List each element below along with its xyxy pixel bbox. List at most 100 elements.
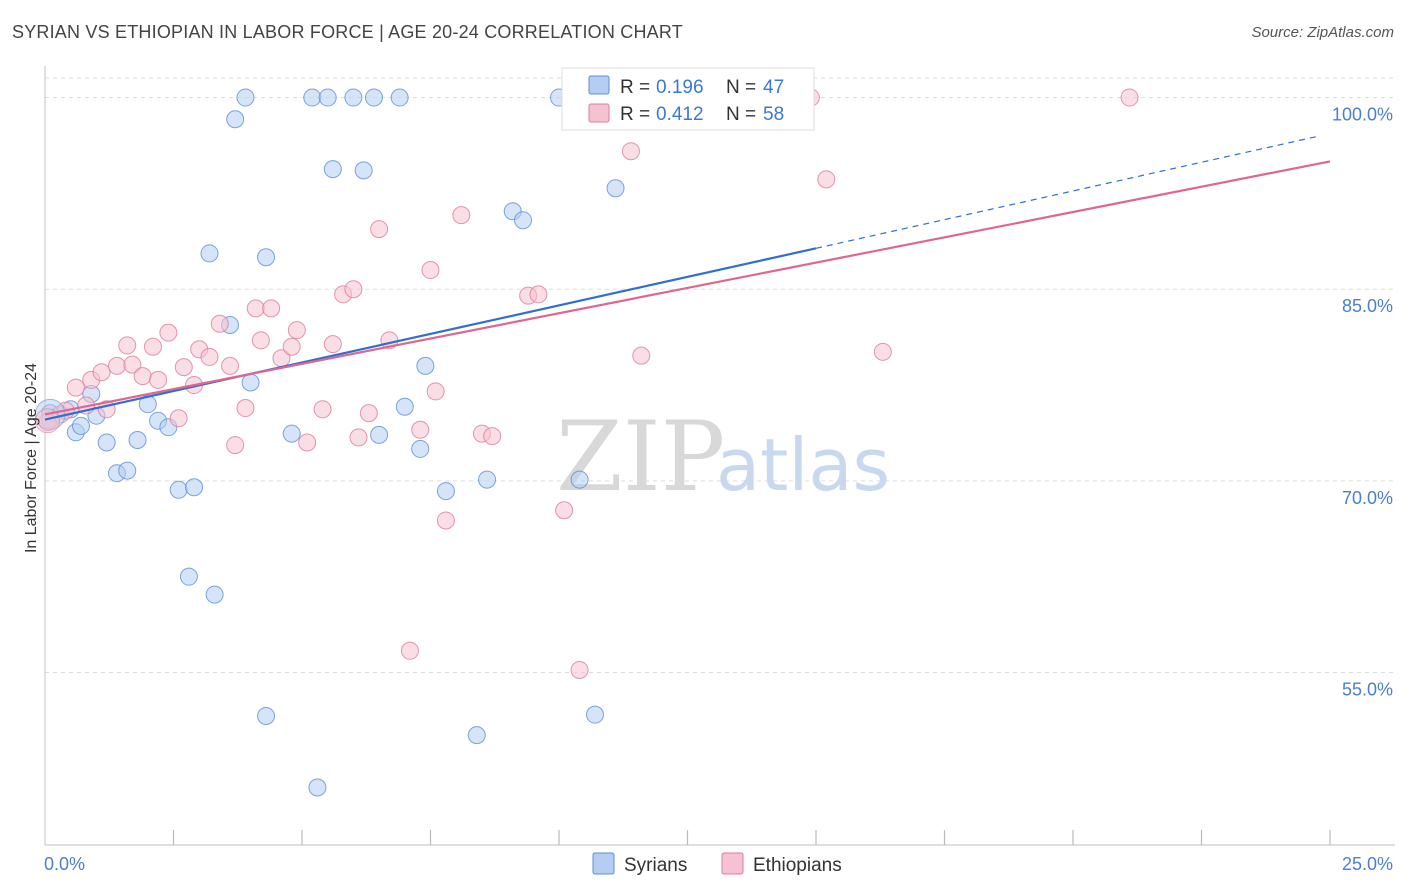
ethiopians-point-11 bbox=[133, 367, 152, 386]
syrians-point-43 bbox=[570, 470, 589, 489]
syrians-point-22 bbox=[257, 248, 276, 267]
legend-r-value-syrians: 0.196 bbox=[656, 77, 704, 98]
ethiopians-point-14 bbox=[159, 323, 178, 342]
x-tick-label-0: 0.0% bbox=[44, 854, 85, 874]
ethiopians-point-43 bbox=[436, 511, 455, 530]
ethiopians-point-50 bbox=[570, 660, 589, 679]
legend-r-value-ethiopians: 0.412 bbox=[656, 104, 704, 125]
ethiopians-point-49 bbox=[555, 501, 574, 520]
ethiopians-point-51 bbox=[621, 142, 640, 161]
ethiopians-point-35 bbox=[349, 428, 368, 447]
syrians-point-19 bbox=[226, 110, 245, 129]
legend-n-value-syrians: 47 bbox=[763, 77, 784, 98]
ethiopians-point-23 bbox=[236, 399, 255, 418]
ethiopians-point-54 bbox=[817, 170, 836, 189]
bottom-legend-swatch-syrians bbox=[592, 852, 615, 875]
ethiopians-point-12 bbox=[143, 337, 162, 356]
ethiopians-point-9 bbox=[118, 336, 137, 355]
legend-swatch-syrians bbox=[588, 75, 610, 95]
trendlines-layer bbox=[44, 135, 1331, 421]
ethiopians-point-30 bbox=[298, 433, 317, 452]
syrians-trendline bbox=[44, 247, 817, 421]
syrians-point-29 bbox=[344, 88, 363, 107]
syrians-point-26 bbox=[308, 778, 327, 797]
series-legend: Syrians Ethiopians bbox=[592, 852, 842, 876]
ethiopians-trendline bbox=[44, 160, 1331, 416]
bottom-legend-label-syrians: Syrians bbox=[624, 855, 687, 876]
watermark: ZIP atlas bbox=[556, 401, 890, 513]
ethiopians-point-48 bbox=[529, 285, 548, 304]
ethiopians-point-10 bbox=[123, 355, 142, 374]
syrians-point-6 bbox=[97, 433, 116, 452]
source-label: Source: ZipAtlas.com bbox=[1251, 24, 1394, 41]
syrians-point-28 bbox=[323, 160, 342, 179]
ethiopians-point-20 bbox=[210, 314, 229, 333]
ethiopians-point-56 bbox=[1120, 88, 1139, 107]
ethiopians-point-39 bbox=[400, 641, 419, 660]
legend-swatch-ethiopians bbox=[588, 103, 610, 123]
legend-n-value-ethiopians: 58 bbox=[763, 104, 784, 125]
syrians-point-25 bbox=[303, 88, 322, 107]
syrians-point-30 bbox=[354, 161, 373, 180]
ethiopians-point-13 bbox=[149, 370, 168, 389]
ethiopians-point-44 bbox=[452, 206, 471, 225]
y-tick-label-85: 85.0% bbox=[1342, 296, 1393, 316]
watermark-zip: ZIP bbox=[556, 401, 725, 513]
syrians-point-38 bbox=[467, 726, 486, 745]
bottom-legend-swatch-ethiopians bbox=[721, 852, 744, 875]
syrians-point-23 bbox=[257, 706, 276, 725]
watermark-atlas: atlas bbox=[716, 423, 890, 507]
x-tick-label-25: 25.0% bbox=[1342, 854, 1393, 874]
ethiopians-point-26 bbox=[262, 299, 281, 318]
ethiopians-point-40 bbox=[411, 420, 430, 439]
syrians-point-36 bbox=[416, 356, 435, 375]
ethiopians-point-15 bbox=[169, 409, 188, 428]
syrians-point-41 bbox=[514, 211, 533, 230]
ethiopians-point-36 bbox=[359, 404, 378, 423]
ethiopians-point-16 bbox=[174, 358, 193, 377]
syrians-point-44 bbox=[585, 705, 604, 724]
ethiopians-point-24 bbox=[246, 299, 265, 318]
ethiopians-point-29 bbox=[287, 321, 306, 340]
y-tick-label-70: 70.0% bbox=[1342, 488, 1393, 508]
syrians-point-8 bbox=[118, 461, 137, 480]
syrians-point-39 bbox=[478, 470, 497, 489]
ethiopians-point-31 bbox=[313, 400, 332, 419]
y-tick-label-55: 55.0% bbox=[1342, 680, 1393, 700]
syrians-point-24 bbox=[282, 424, 301, 443]
syrians-point-32 bbox=[370, 425, 389, 444]
ethiopians-point-21 bbox=[221, 356, 240, 375]
y-axis-title: In Labor Force | Age 20-24 bbox=[23, 363, 40, 553]
ethiopians-point-37 bbox=[370, 220, 389, 239]
legend-n-label-syrians: N = bbox=[726, 77, 756, 98]
syrians-point-37 bbox=[436, 482, 455, 501]
ethiopians-point-28 bbox=[282, 337, 301, 356]
axes-layer: 100.0% 85.0% 70.0% 55.0% 0.0% 25.0% bbox=[44, 66, 1395, 874]
syrians-point-3 bbox=[71, 416, 90, 435]
syrians-point-14 bbox=[185, 478, 204, 497]
bottom-legend-label-ethiopians: Ethiopians bbox=[753, 855, 842, 876]
syrians-point-27 bbox=[318, 88, 337, 107]
syrians-point-45 bbox=[606, 179, 625, 198]
ethiopians-point-3 bbox=[66, 378, 85, 397]
syrians-point-35 bbox=[411, 439, 430, 458]
ethiopians-point-25 bbox=[251, 331, 270, 350]
ethiopians-point-46 bbox=[483, 427, 502, 446]
syrians-point-9 bbox=[128, 430, 147, 449]
syrians-point-13 bbox=[169, 480, 188, 499]
ethiopians-point-8 bbox=[107, 356, 126, 375]
chart-title: SYRIAN VS ETHIOPIAN IN LABOR FORCE | AGE… bbox=[12, 22, 683, 42]
syrians-point-33 bbox=[390, 88, 409, 107]
ethiopians-point-6 bbox=[92, 363, 111, 382]
ethiopians-point-22 bbox=[226, 436, 245, 455]
syrians-point-16 bbox=[200, 244, 219, 263]
y-tick-label-100: 100.0% bbox=[1332, 105, 1393, 125]
legend-n-label-ethiopians: N = bbox=[726, 104, 756, 125]
syrians-point-34 bbox=[395, 397, 414, 416]
legend-r-label-ethiopians: R = bbox=[620, 104, 650, 125]
syrians-point-17 bbox=[205, 585, 224, 604]
ethiopians-cluster-point bbox=[35, 408, 61, 434]
syrians-point-20 bbox=[236, 88, 255, 107]
syrians-point-21 bbox=[241, 373, 260, 392]
stats-legend: R = 0.196 N = 47 R = 0.412 N = 58 bbox=[561, 67, 815, 131]
